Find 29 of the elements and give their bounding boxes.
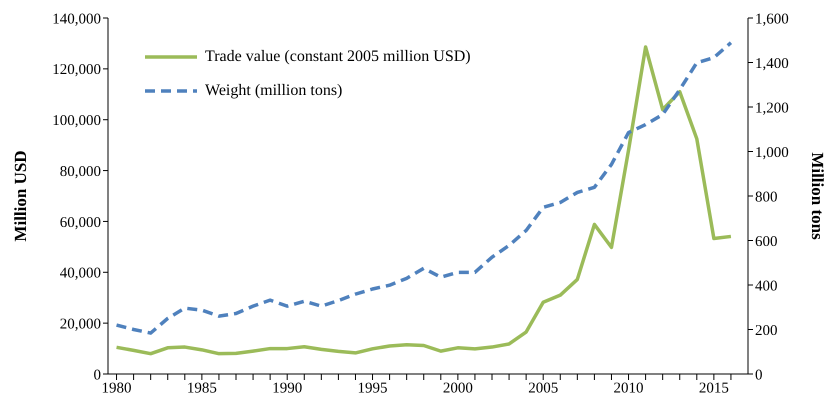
x-tick-label: 2000: [442, 380, 473, 397]
y2-tick-label: 1,000: [755, 144, 789, 161]
y-axis-title: Million USD: [11, 150, 30, 242]
y2-tick-label: 1,600: [755, 11, 789, 28]
x-tick-label: 1985: [186, 380, 217, 397]
x-tick-label: 1990: [272, 380, 302, 397]
y-tick-label: 0: [94, 367, 101, 384]
y2-tick-label: 0: [755, 367, 762, 384]
y-tick-label: 100,000: [52, 113, 101, 130]
x-tick-label: 2015: [698, 380, 729, 397]
y-tick-label: 20,000: [60, 316, 101, 332]
legend-label: Trade value (constant 2005 million USD): [205, 48, 471, 66]
y-tick-label: 120,000: [52, 62, 101, 78]
y2-tick-label: 800: [755, 189, 778, 206]
y-tick-label: 140,000: [52, 11, 101, 28]
y2-tick-label: 200: [755, 322, 778, 339]
x-tick-label: 1980: [102, 380, 132, 397]
x-tick-label: 1995: [358, 380, 388, 397]
y-tick-label: 80,000: [60, 164, 101, 180]
y-tick-label: 60,000: [60, 214, 101, 231]
legend-label: Weight (million tons): [205, 82, 342, 100]
y2-tick-label: 400: [755, 278, 778, 294]
y2-tick-label: 1,200: [755, 100, 789, 116]
y2-axis-title: Million tons: [808, 152, 827, 240]
y2-tick-label: 1,400: [755, 56, 789, 72]
y-tick-label: 40,000: [60, 266, 101, 282]
y2-tick-label: 600: [755, 234, 778, 250]
x-tick-label: 2005: [528, 380, 558, 397]
x-tick-label: 2010: [614, 380, 644, 397]
